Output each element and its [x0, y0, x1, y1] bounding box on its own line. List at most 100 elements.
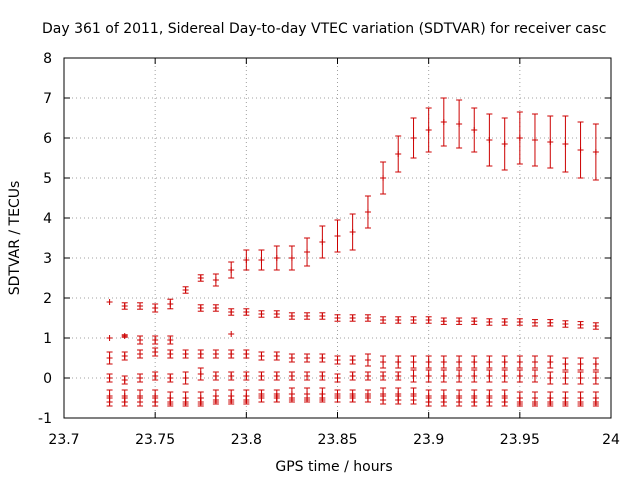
- series-1: [197, 97, 599, 287]
- data-point: [395, 135, 402, 173]
- data-point: [106, 397, 113, 407]
- data-point: [121, 302, 128, 310]
- data-point: [547, 319, 554, 327]
- data-point: [106, 299, 113, 305]
- data-point: [304, 353, 311, 363]
- x-tick-label: 23.9: [413, 432, 444, 448]
- data-point: [364, 353, 371, 367]
- data-point: [334, 314, 341, 322]
- data-point: [486, 369, 493, 383]
- x-axis-tick-labels: 23.7 23.75 23.8 23.85 23.9 23.95 24: [48, 432, 620, 448]
- data-point: [486, 355, 493, 369]
- data-point: [319, 225, 326, 259]
- axis-ticks: [63, 57, 612, 419]
- data-point: [501, 397, 508, 407]
- data-point: [152, 303, 159, 313]
- data-point: [364, 195, 371, 229]
- data-point: [319, 353, 326, 363]
- data-point: [516, 355, 523, 369]
- data-point: [288, 393, 295, 403]
- data-point: [380, 161, 387, 195]
- data-point: [380, 355, 387, 369]
- data-point: [516, 397, 523, 407]
- data-point: [212, 273, 219, 287]
- data-point: [380, 371, 387, 381]
- data-point: [577, 397, 584, 407]
- data-point: [349, 213, 356, 251]
- data-point: [258, 371, 265, 381]
- data-point: [562, 397, 569, 407]
- data-point: [486, 397, 493, 407]
- data-point: [258, 393, 265, 403]
- data-point: [212, 371, 219, 381]
- data-point: [440, 97, 447, 147]
- data-point: [228, 261, 235, 279]
- data-point: [364, 393, 371, 403]
- data-point: [273, 245, 280, 271]
- data-point: [516, 369, 523, 383]
- data-point: [258, 310, 265, 318]
- data-point: [410, 117, 417, 159]
- data-point: [501, 369, 508, 383]
- data-point: [319, 312, 326, 320]
- data-point: [152, 347, 159, 357]
- data-point: [288, 353, 295, 363]
- data-point: [137, 349, 144, 359]
- data-point: [592, 322, 599, 330]
- data-point: [410, 395, 417, 405]
- y-tick-label: 0: [43, 371, 52, 387]
- y-tick-label: 4: [43, 211, 52, 227]
- y-tick-label: 2: [43, 291, 52, 307]
- data-marks: [106, 97, 599, 407]
- data-point: [197, 367, 204, 381]
- data-point: [471, 369, 478, 383]
- y-tick-label: 3: [43, 251, 52, 267]
- data-point: [106, 373, 113, 383]
- data-point: [182, 397, 189, 407]
- data-point: [152, 371, 159, 381]
- data-point: [212, 395, 219, 405]
- data-point: [592, 371, 599, 385]
- data-point: [182, 349, 189, 359]
- data-point: [501, 117, 508, 171]
- data-point: [380, 316, 387, 324]
- data-point: [228, 308, 235, 316]
- data-point: [319, 393, 326, 403]
- data-point: [349, 371, 356, 381]
- data-point: [456, 369, 463, 383]
- data-point: [137, 302, 144, 310]
- y-tick-label: 8: [43, 51, 52, 67]
- data-point: [121, 333, 128, 339]
- data-point: [197, 274, 204, 282]
- data-point: [364, 314, 371, 322]
- data-point: [425, 107, 432, 153]
- data-point: [258, 249, 265, 271]
- data-point: [486, 113, 493, 167]
- data-point: [152, 397, 159, 407]
- data-point: [167, 397, 174, 407]
- data-point: [197, 304, 204, 312]
- data-point: [425, 316, 432, 324]
- data-point: [425, 369, 432, 383]
- x-tick-label: 23.85: [317, 432, 357, 448]
- data-point: [137, 373, 144, 383]
- data-point: [167, 335, 174, 345]
- data-point: [440, 369, 447, 383]
- data-point: [106, 351, 113, 365]
- data-point: [486, 318, 493, 326]
- data-point: [364, 371, 371, 381]
- data-point: [471, 317, 478, 325]
- data-point: [562, 371, 569, 385]
- data-point: [531, 369, 538, 383]
- data-point: [273, 351, 280, 361]
- data-point: [304, 312, 311, 320]
- data-point: [516, 318, 523, 326]
- data-point: [288, 371, 295, 381]
- data-point: [121, 351, 128, 361]
- data-point: [273, 371, 280, 381]
- data-point: [243, 349, 250, 359]
- series-4: [106, 347, 599, 371]
- data-point: [319, 371, 326, 381]
- data-point: [167, 298, 174, 310]
